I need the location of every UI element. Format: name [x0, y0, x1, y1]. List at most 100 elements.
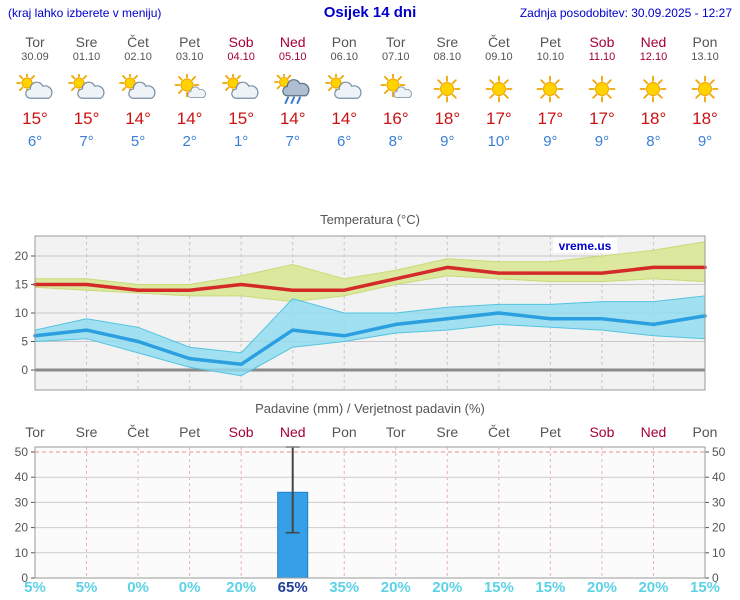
precip-ytick-label: 50: [712, 445, 726, 459]
day-date: 30.09: [21, 51, 49, 63]
day-max-temp: 14°: [125, 109, 151, 128]
sun-cloud-icon: [59, 72, 115, 104]
day-date: 09.10: [485, 51, 513, 63]
day-date: 02.10: [124, 51, 152, 63]
precip-day-label: Sre: [75, 424, 98, 440]
precip-day-label: Sre: [436, 424, 459, 440]
sunny-icon: [419, 74, 475, 104]
precip-probability: 35%: [329, 579, 360, 596]
menu-hint: (kraj lahko izberete v meniju): [8, 6, 162, 20]
day-min-temp: 7°: [285, 133, 300, 150]
day-max-temp: 15°: [73, 109, 100, 128]
temp-ytick-label: 5: [21, 335, 28, 349]
precip-day-label: Tor: [25, 424, 45, 440]
precip-ytick-label: 20: [15, 521, 29, 535]
day-max-temp: 14°: [331, 109, 358, 128]
day-date: 11.10: [588, 51, 616, 63]
day-min-temp: 1°: [233, 133, 249, 150]
sunny-icon: [471, 74, 527, 104]
precip-probability: 20%: [432, 579, 463, 596]
precip-probability: 0%: [178, 579, 201, 596]
sunny-icon: [677, 74, 733, 104]
day-min-temp: 9°: [594, 133, 610, 150]
day-date: 12.10: [639, 51, 668, 63]
day-name: Pet: [179, 34, 201, 50]
day-name: Sre: [436, 34, 459, 50]
temp-ytick-label: 20: [15, 249, 29, 263]
precip-ytick-label: 40: [712, 470, 726, 484]
precip-ytick-label: 0: [21, 571, 28, 585]
day-name: Sob: [589, 34, 615, 50]
day-min-temp: 6°: [337, 133, 352, 150]
sunny-icon: [625, 74, 681, 104]
precip-probability: 15%: [483, 579, 514, 596]
precip-ytick-label: 30: [15, 495, 29, 509]
day-max-temp: 14°: [176, 109, 203, 128]
day-name: Tor: [386, 34, 406, 50]
forecast-day-column: Ned 05.10 14° 7°: [265, 34, 321, 150]
precip-probability: 15%: [689, 579, 721, 596]
precip-day-label: Čet: [127, 424, 149, 440]
temperature-chart-title: Temperatura (°C): [320, 212, 420, 227]
day-max-temp: 16°: [382, 109, 409, 128]
sun-small-cloud-icon: [368, 72, 424, 104]
day-min-temp: 9°: [697, 133, 713, 150]
forecast-day-column: Sre 08.10 18° 9°: [419, 34, 475, 150]
forecast-day-column: Sre 01.10 15° 7°: [59, 34, 115, 150]
day-date: 13.10: [691, 51, 719, 63]
precip-probability: 5%: [24, 579, 46, 596]
precip-day-label: Sob: [228, 424, 254, 440]
day-name: Tor: [25, 34, 45, 50]
precip-ytick-label: 10: [15, 546, 29, 560]
sun-cloud-icon: [7, 72, 63, 104]
precip-day-label: Čet: [487, 424, 510, 440]
precipitation-chart: 0 0 10 10 20 20 30 30 40 40 50 50: [15, 445, 726, 585]
precip-ytick-label: 20: [712, 521, 726, 535]
rain-icon: [265, 72, 321, 104]
day-name: Pon: [692, 34, 718, 50]
precip-ytick-label: 30: [712, 495, 726, 509]
day-name: Ned: [279, 34, 306, 50]
day-date: 04.10: [227, 51, 255, 63]
day-min-temp: 5°: [130, 133, 146, 150]
sun-small-cloud-icon: [162, 72, 218, 104]
precip-day-label: Pet: [539, 424, 561, 440]
precip-probability: 20%: [586, 579, 617, 596]
precip-probability: 65%: [277, 579, 308, 596]
precip-probability: 15%: [535, 579, 566, 596]
day-max-temp: 17°: [589, 109, 615, 128]
day-min-temp: 8°: [388, 133, 403, 150]
day-name: Sob: [228, 34, 254, 50]
day-min-temp: 8°: [646, 133, 661, 150]
day-name: Čet: [487, 34, 510, 50]
day-name: Pet: [539, 34, 561, 50]
forecast-day-column: Pet 10.10 17° 9°: [522, 34, 578, 150]
day-name: Pon: [331, 34, 357, 50]
day-min-temp: 9°: [543, 133, 558, 150]
day-max-temp: 17°: [537, 109, 564, 128]
day-date: 03.10: [175, 51, 204, 63]
last-update: Zadnja posodobitev: 30.09.2025 - 12:27: [519, 6, 732, 20]
precip-day-label: Ned: [640, 424, 667, 440]
day-max-temp: 14°: [279, 109, 306, 128]
forecast-day-column: Pon 06.10 14° 6°: [316, 34, 372, 150]
precip-ytick-label: 0: [712, 571, 719, 585]
precip-probability: 0%: [127, 579, 149, 596]
watermark: vreme.us: [559, 239, 612, 253]
precip-probability: 20%: [638, 579, 669, 596]
day-min-temp: 6°: [27, 133, 43, 150]
day-date: 06.10: [330, 51, 358, 63]
forecast-day-column: Pon 13.10 18° 9°: [677, 34, 733, 150]
day-date: 08.10: [433, 51, 462, 63]
precip-ytick-label: 10: [712, 546, 726, 560]
temp-line-max-temperatura: [33, 265, 707, 292]
precip-day-label: Tor: [386, 424, 406, 440]
day-min-temp: 10°: [487, 133, 511, 150]
day-min-temp: 7°: [79, 133, 94, 150]
forecast-day-column: Pet 03.10 14° 2°: [162, 34, 218, 150]
forecast-day-column: Tor 07.10 16° 8°: [368, 34, 424, 150]
precip-plot-area: [35, 447, 705, 578]
day-name: Ned: [640, 34, 667, 50]
day-name: Sre: [75, 34, 98, 50]
temp-ytick-label: 10: [15, 306, 29, 320]
